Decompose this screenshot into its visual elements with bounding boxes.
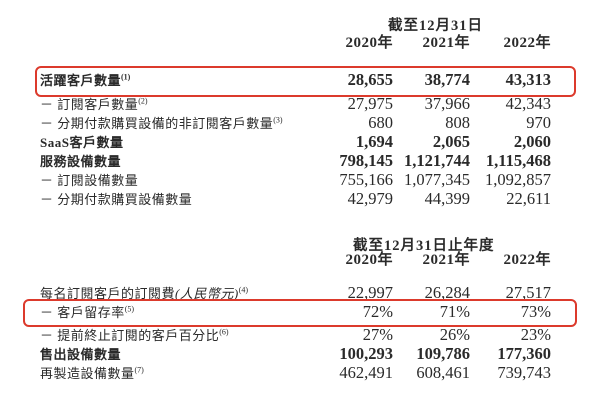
row-label: 再製造設備數量(7) xyxy=(40,365,144,381)
currency-note: (人民幣元) xyxy=(175,286,239,301)
value-2022: 27,517 xyxy=(505,283,551,302)
table2-year-header-row: 2020年 2021年 2022年 xyxy=(40,251,551,270)
value-2021: 44,399 xyxy=(424,189,470,208)
value-2021: 2,065 xyxy=(432,132,470,151)
table1-year-2020: 2020年 xyxy=(345,35,393,51)
table1-year-header-row: 2020年 2021年 2022年 xyxy=(40,34,551,53)
value-2022: 42,343 xyxy=(505,94,551,113)
value-2022: 2,060 xyxy=(513,132,551,151)
table-row-installment-purchase-devices: － 分期付款購買設備數量 42,979 44,399 22,611 xyxy=(40,189,551,208)
footnote-marker: (3) xyxy=(273,115,283,125)
row-label: － 分期付款購買設備的非訂閱客戶數量(3) xyxy=(40,115,283,131)
value-2020: 755,166 xyxy=(339,170,393,189)
table-row-saas-customers: SaaS客戶數量 1,694 2,065 2,060 xyxy=(40,132,551,151)
row-label: － 分期付款購買設備數量 xyxy=(40,192,193,207)
table-row-subscription-customers: － 訂閱客戶數量(2) 27,975 37,966 42,343 xyxy=(40,94,551,113)
value-2022: 22,611 xyxy=(506,189,551,208)
value-2020: 680 xyxy=(368,113,393,132)
value-2022: 23% xyxy=(520,325,551,344)
table2-year-2021: 2021年 xyxy=(422,252,470,268)
footnote-marker: (6) xyxy=(219,327,229,337)
value-2020: 72% xyxy=(362,302,393,321)
footnote-marker: (5) xyxy=(124,304,135,314)
value-2022: 1,092,857 xyxy=(485,170,551,189)
row-label: － 訂閱客戶數量(2) xyxy=(40,96,148,112)
footnote-marker: (2) xyxy=(138,96,148,106)
value-2022: 43,313 xyxy=(505,70,551,89)
table2-year-2022: 2022年 xyxy=(503,252,551,268)
value-2020: 27% xyxy=(362,325,393,344)
footnote-marker: (1) xyxy=(121,72,131,82)
row-label: 活躍客戶數量(1) xyxy=(40,72,131,88)
value-2022: 739,743 xyxy=(497,363,551,382)
table-row-active-customers: 活躍客戶數量(1) 28,655 38,774 43,313 xyxy=(40,70,551,89)
row-label: － 提前終止訂閱的客戶百分比(6) xyxy=(40,327,229,343)
table2-period-header: 截至12月31日止年度 xyxy=(353,238,495,254)
value-2022: 970 xyxy=(526,113,551,132)
row-label: 售出設備數量 xyxy=(40,347,122,362)
table-row-customer-retention-rate: － 客戶留存率(5) 72% 71% 73% xyxy=(40,302,551,321)
table1-period-header: 截至12月31日 xyxy=(388,18,483,34)
value-2021: 1,077,345 xyxy=(404,170,470,189)
value-2021: 109,786 xyxy=(416,344,470,363)
value-2021: 26,284 xyxy=(424,283,470,302)
value-2021: 808 xyxy=(445,113,470,132)
value-2020: 27,975 xyxy=(347,94,393,113)
row-label: SaaS客戶數量 xyxy=(40,135,124,150)
table2-body: 每名訂閱客戶的訂閱費(人民幣元)(4) 22,997 26,284 27,517… xyxy=(40,283,551,382)
value-2021: 38,774 xyxy=(424,70,470,89)
table1-body: 活躍客戶數量(1) 28,655 38,774 43,313 － 訂閱客戶數量(… xyxy=(40,70,551,208)
row-label: － 客戶留存率(5) xyxy=(40,304,135,320)
table-row-remanufactured-devices: 再製造設備數量(7) 462,491 608,461 739,743 xyxy=(40,363,551,382)
value-2022: 1,115,468 xyxy=(485,151,551,170)
footnote-marker: (4) xyxy=(238,285,249,295)
value-2021: 37,966 xyxy=(424,94,470,113)
value-2021: 71% xyxy=(439,302,470,321)
value-2020: 100,293 xyxy=(339,344,393,363)
value-2020: 22,997 xyxy=(347,283,393,302)
value-2020: 1,694 xyxy=(355,132,393,151)
table1-year-2022: 2022年 xyxy=(503,35,551,51)
row-label: 每名訂閱客戶的訂閱費(人民幣元)(4) xyxy=(40,285,249,301)
value-2020: 42,979 xyxy=(347,189,393,208)
footnote-marker: (7) xyxy=(134,365,144,375)
value-2020: 462,491 xyxy=(339,363,393,382)
table-row-early-termination-percentage: － 提前終止訂閱的客戶百分比(6) 27% 26% 23% xyxy=(40,325,551,344)
table1-year-2021: 2021年 xyxy=(422,35,470,51)
table-row-subscription-devices: － 訂閱設備數量 755,166 1,077,345 1,092,857 xyxy=(40,170,551,189)
table-row-devices-in-service: 服務設備數量 798,145 1,121,744 1,115,468 xyxy=(40,151,551,170)
table-row-subscription-fee-per-customer: 每名訂閱客戶的訂閱費(人民幣元)(4) 22,997 26,284 27,517 xyxy=(40,283,551,302)
row-label: － 訂閱設備數量 xyxy=(40,173,139,188)
value-2021: 26% xyxy=(439,325,470,344)
value-2020: 28,655 xyxy=(347,70,393,89)
row-label: 服務設備數量 xyxy=(40,154,122,169)
value-2022: 73% xyxy=(520,302,551,321)
table-row-devices-sold: 售出設備數量 100,293 109,786 177,360 xyxy=(40,344,551,363)
table2-year-2020: 2020年 xyxy=(345,252,393,268)
value-2022: 177,360 xyxy=(497,344,551,363)
table-row-installment-nonsubscription-customers: － 分期付款購買設備的非訂閱客戶數量(3) 680 808 970 xyxy=(40,113,551,132)
value-2021: 608,461 xyxy=(416,363,470,382)
value-2021: 1,121,744 xyxy=(404,151,470,170)
value-2020: 798,145 xyxy=(339,151,393,170)
